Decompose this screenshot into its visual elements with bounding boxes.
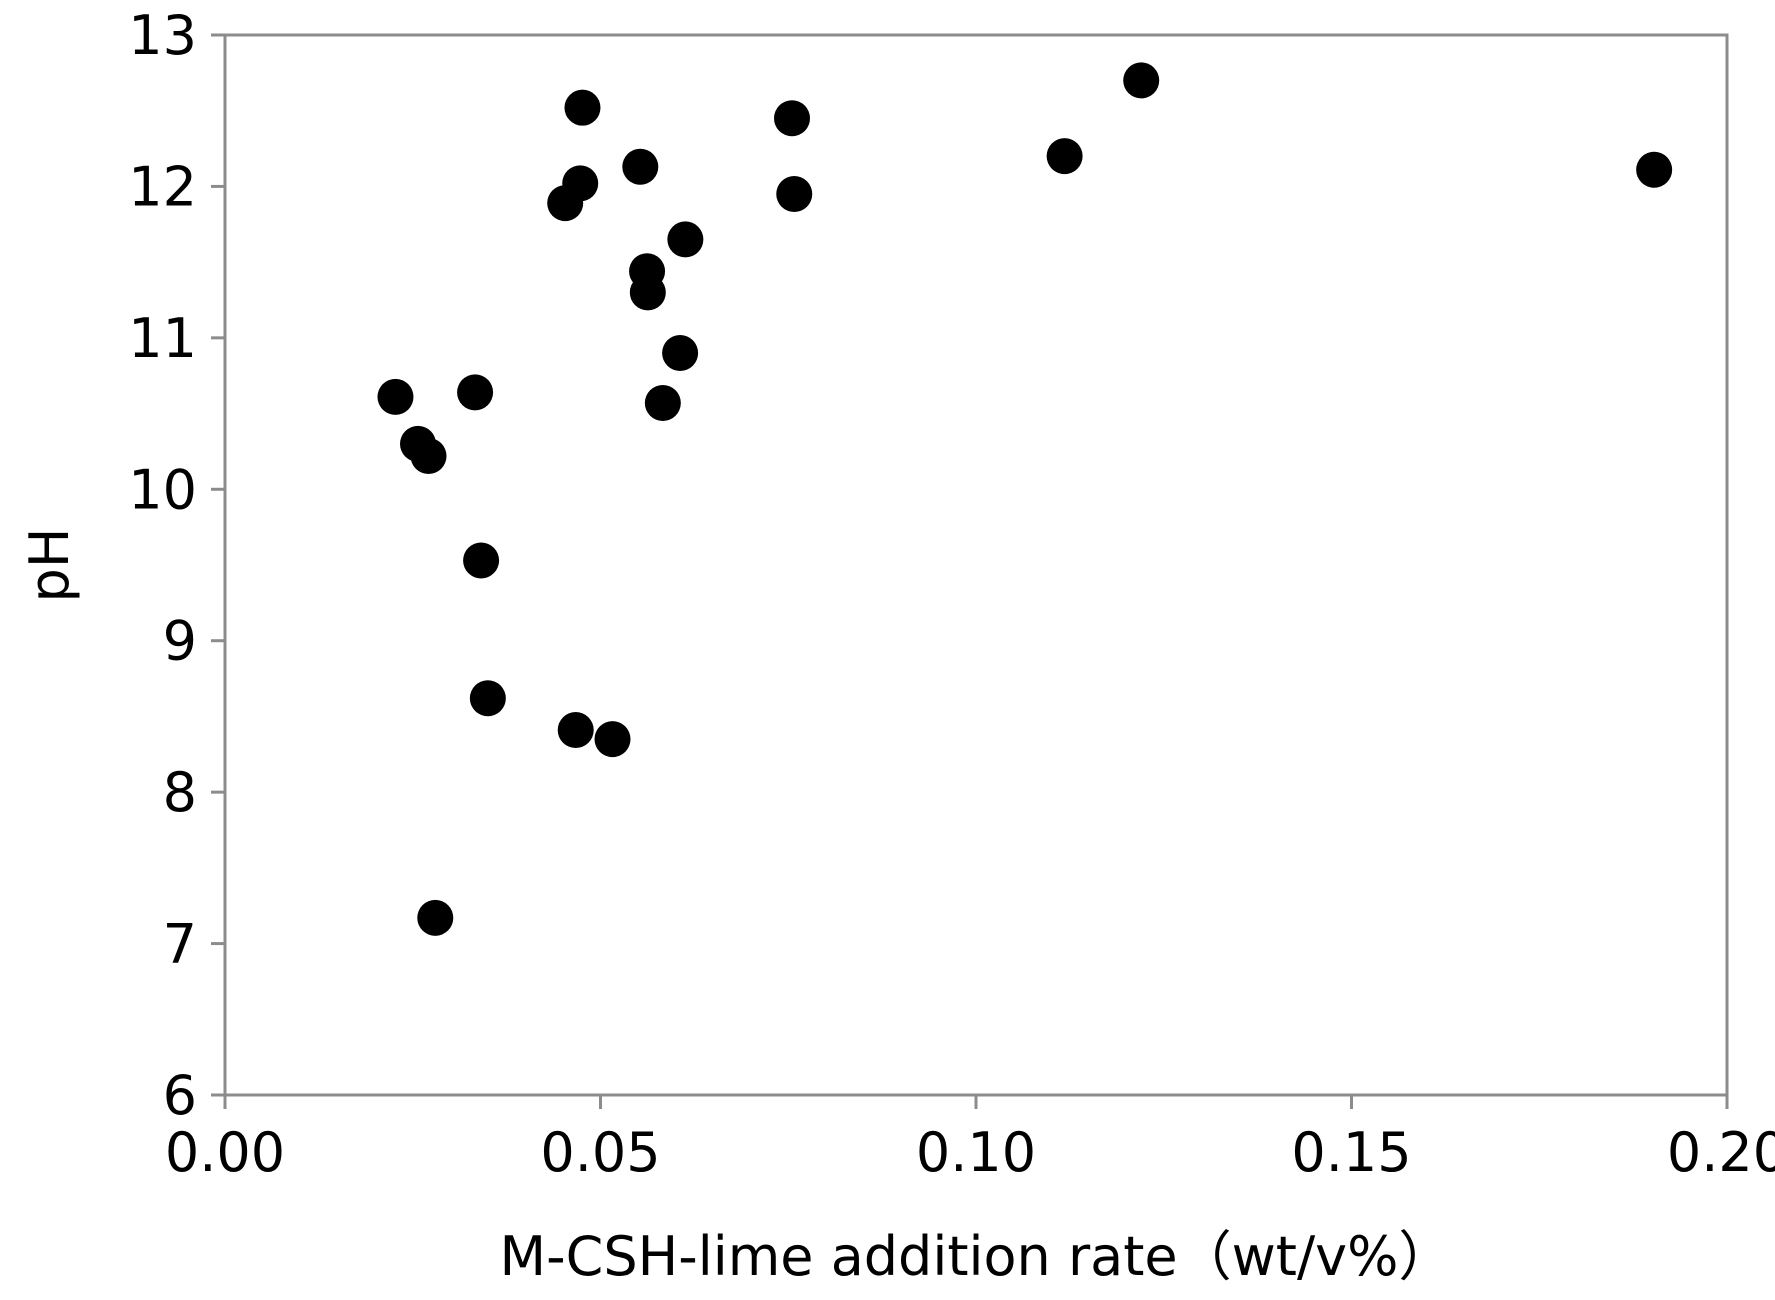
x-axis-label: M-CSH-lime addition rate（wt/v%） [500,1225,1453,1288]
x-axis-ticks: 0.00 0.05 0.10 0.15 0.20 [165,1095,1775,1184]
y-tick-label: 13 [128,4,197,67]
data-point [629,274,666,311]
data-point [594,721,631,758]
data-point [469,680,506,717]
y-tick-label: 12 [128,155,197,218]
data-point [417,899,454,936]
x-tick-label: 0.15 [1291,1121,1411,1184]
data-point [667,221,704,258]
data-point [463,542,500,579]
data-points [377,62,1673,936]
data-point [377,378,414,415]
y-axis-label: pH [18,528,81,603]
data-point [774,100,811,137]
y-tick-label: 7 [163,913,197,976]
data-point [562,165,599,202]
y-axis-ticks: 6 7 8 9 10 11 12 13 [128,4,225,1127]
y-tick-label: 6 [163,1064,197,1127]
x-tick-label: 0.20 [1667,1121,1775,1184]
y-tick-label: 9 [163,610,197,673]
data-point [1123,62,1160,99]
data-point [457,374,494,411]
data-point [644,384,681,421]
data-point [1636,151,1673,188]
x-tick-label: 0.05 [540,1121,660,1184]
y-tick-label: 8 [163,761,197,824]
data-point [662,335,699,371]
data-point [1046,138,1083,175]
plot-area-frame [223,33,1729,1097]
data-point [557,712,594,749]
data-point [622,148,659,185]
y-tick-label: 10 [128,458,197,521]
data-point [410,437,447,474]
data-point [564,89,601,126]
y-tick-label: 11 [128,307,197,370]
x-tick-label: 0.00 [165,1121,285,1184]
x-tick-label: 0.10 [916,1121,1036,1184]
data-point [776,176,813,212]
